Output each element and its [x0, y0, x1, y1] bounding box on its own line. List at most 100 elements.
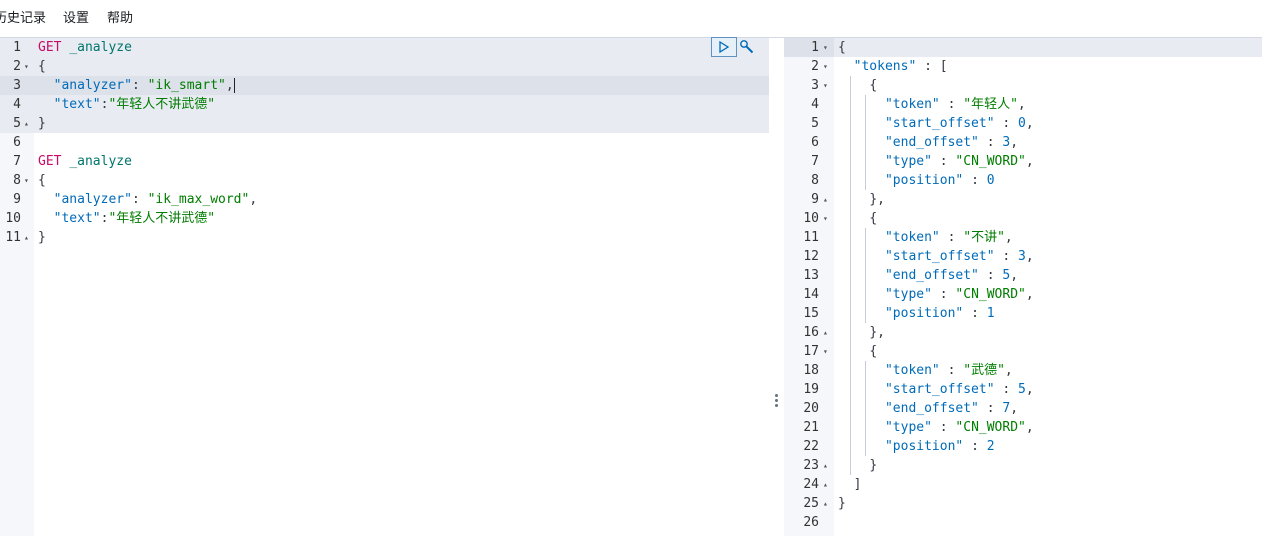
fold-toggle-icon[interactable]: ▴	[823, 328, 828, 337]
response-line: 8 "position" : 0	[784, 171, 1262, 190]
text-key: "text"	[53, 211, 101, 226]
request-line-active[interactable]: 3 "analyzer": "ik_smart",	[0, 76, 769, 95]
line-number: 1	[13, 40, 21, 55]
menu-history[interactable]: 历史记录	[0, 11, 47, 26]
request-line[interactable]: 6	[0, 133, 769, 152]
text-key: "text"	[53, 97, 101, 112]
fold-toggle-icon[interactable]: ▾	[823, 43, 828, 52]
line-number: 4	[13, 97, 21, 112]
fold-toggle-icon[interactable]: ▾	[24, 176, 29, 185]
response-line: 19 "start_offset" : 5,	[784, 380, 1262, 399]
line-number: 3	[13, 78, 21, 93]
response-line: 22 "position" : 2	[784, 437, 1262, 456]
request-line[interactable]: 4 "text":"年轻人不讲武德"	[0, 95, 769, 114]
indent-guide	[865, 285, 867, 304]
json-token: "不讲"	[963, 230, 1005, 245]
response-line: 24 ▴]	[784, 475, 1262, 494]
request-editor[interactable]: 1 GET _analyze 2 ▾ { 3 "analyzer": "ik_s…	[0, 38, 769, 536]
json-token: "type"	[884, 420, 932, 435]
line-number: 12	[803, 249, 819, 264]
json-token: :	[994, 382, 1019, 397]
response-line: 18 "token" : "武德",	[784, 361, 1262, 380]
line-number: 8	[811, 173, 819, 188]
request-line[interactable]: 8 ▾ {	[0, 171, 769, 190]
fold-toggle-icon[interactable]: ▴	[823, 461, 828, 470]
json-token: ,	[1010, 401, 1019, 416]
response-line: 9 ▴},	[784, 190, 1262, 209]
menu-help[interactable]: 帮助	[107, 11, 134, 26]
json-token: 0	[1018, 116, 1026, 131]
indent-guide	[865, 380, 867, 399]
fold-toggle-icon[interactable]: ▴	[823, 499, 828, 508]
fold-toggle-icon[interactable]: ▾	[823, 347, 828, 356]
response-line: 3 ▾ {	[784, 76, 1262, 95]
json-token: ,	[1025, 249, 1034, 264]
response-line: 12 "start_offset" : 3,	[784, 247, 1262, 266]
indent-guide	[849, 266, 851, 285]
indent-guide	[849, 285, 851, 304]
json-token: :	[939, 230, 964, 245]
fold-toggle-icon[interactable]: ▾	[823, 214, 828, 223]
json-token: :	[931, 154, 956, 169]
response-line: 26	[784, 513, 1262, 532]
request-line[interactable]: 9 "analyzer": "ik_max_word",	[0, 190, 769, 209]
request-line[interactable]: 2 ▾ {	[0, 57, 769, 76]
fold-toggle-icon[interactable]: ▴	[823, 480, 828, 489]
line-number: 10	[5, 211, 21, 226]
indent-guide	[849, 114, 851, 133]
json-token: "end_offset"	[884, 135, 979, 150]
json-token: "token"	[884, 97, 940, 112]
json-token: "type"	[884, 154, 932, 169]
json-token: 3	[1018, 249, 1026, 264]
analyzer-value: "ik_smart"	[147, 78, 226, 93]
line-number: 24	[803, 477, 819, 492]
response-line: 15 "position" : 1	[784, 304, 1262, 323]
json-token: 1	[986, 306, 995, 321]
request-endpoint: _analyze	[69, 40, 132, 55]
json-token: ,	[1025, 154, 1034, 169]
json-token: ]	[853, 477, 862, 492]
line-number: 25	[803, 496, 819, 511]
json-token: :	[916, 59, 940, 74]
indent-guide	[865, 418, 867, 437]
json-token: "type"	[884, 287, 932, 302]
fold-toggle-icon[interactable]: ▾	[823, 62, 828, 71]
response-line: 13 "end_offset" : 5,	[784, 266, 1262, 285]
json-token: 5	[1002, 268, 1011, 283]
line-number: 4	[811, 97, 819, 112]
indent-guide	[849, 342, 851, 361]
indent-guide	[865, 133, 867, 152]
indent-guide	[849, 133, 851, 152]
send-request-button[interactable]	[711, 37, 737, 57]
indent-guide	[849, 361, 851, 380]
text-value: "年轻人不讲武德"	[108, 211, 216, 226]
line-number: 1	[811, 40, 819, 55]
line-number: 20	[803, 401, 819, 416]
fold-toggle-icon[interactable]: ▾	[823, 81, 828, 90]
line-number: 23	[803, 458, 819, 473]
json-token: "start_offset"	[884, 116, 995, 131]
request-options-button[interactable]	[738, 37, 756, 57]
fold-toggle-icon[interactable]: ▾	[24, 62, 29, 71]
response-line: 7 "type" : "CN_WORD",	[784, 152, 1262, 171]
json-token: ,	[1004, 230, 1013, 245]
fold-toggle-icon[interactable]: ▴	[24, 233, 29, 242]
menu-bar: 历史记录 设置 帮助	[0, 0, 1262, 38]
json-token: :	[978, 268, 1003, 283]
response-line: 20 "end_offset" : 7,	[784, 399, 1262, 418]
line-number: 14	[803, 287, 819, 302]
pane-resizer[interactable]	[769, 38, 784, 536]
request-line[interactable]: 1 GET _analyze	[0, 38, 769, 57]
json-token: [	[939, 59, 948, 74]
request-line[interactable]: 5 ▴ }	[0, 114, 769, 133]
request-line[interactable]: 10 "text":"年轻人不讲武德"	[0, 209, 769, 228]
request-line[interactable]: 11 ▴ }	[0, 228, 769, 247]
json-token: ,	[1025, 287, 1034, 302]
menu-settings[interactable]: 设置	[63, 11, 90, 26]
json-token: "position"	[884, 173, 964, 188]
response-viewer[interactable]: 1 ▾{2 ▾ "tokens" : [3 ▾{4 "token" : "年轻人", 5 "s…	[784, 38, 1262, 536]
request-line[interactable]: 7 GET _analyze	[0, 152, 769, 171]
fold-toggle-icon[interactable]: ▴	[24, 119, 29, 128]
fold-toggle-icon[interactable]: ▴	[823, 195, 828, 204]
open-brace: {	[38, 173, 46, 188]
